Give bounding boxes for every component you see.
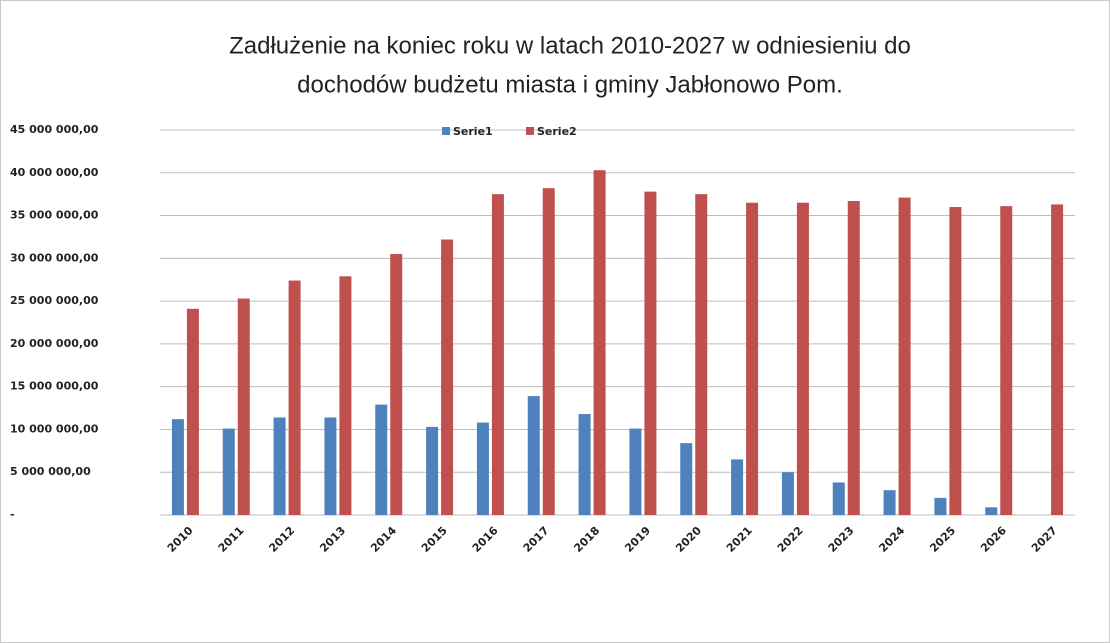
bar (339, 276, 352, 515)
y-tick-label: 30 000 000,00 (10, 251, 99, 264)
bar (629, 428, 642, 515)
legend-label: Serie1 (453, 125, 493, 138)
bar (781, 472, 794, 515)
bar (1000, 206, 1013, 515)
bar (832, 482, 845, 515)
y-tick-label: 40 000 000,00 (10, 166, 99, 179)
legend-swatch (442, 127, 450, 135)
y-tick-label: 35 000 000,00 (10, 209, 99, 222)
bar (985, 507, 998, 515)
y-tick-label: 5 000 000,00 (10, 465, 91, 478)
bar (542, 188, 555, 515)
bar (593, 170, 606, 515)
bar (426, 426, 439, 515)
y-tick-label: 15 000 000,00 (10, 380, 99, 393)
bar (237, 298, 250, 515)
bar (644, 191, 657, 515)
bar (680, 443, 693, 515)
legend-swatch (526, 127, 534, 135)
bar (375, 404, 388, 515)
bar (171, 419, 184, 515)
bar (491, 194, 504, 515)
bar (746, 202, 759, 515)
y-tick-label: 20 000 000,00 (10, 337, 99, 350)
legend-label: Serie2 (537, 125, 577, 138)
bar (898, 197, 911, 516)
bar (476, 422, 489, 515)
chart-title: dochodów budżetu miasta i gminy Jabłonow… (297, 71, 843, 98)
bar (390, 254, 403, 516)
bar (288, 280, 301, 515)
bar (883, 490, 896, 515)
bar (578, 414, 591, 515)
y-tick-label: 10 000 000,00 (10, 422, 99, 435)
bar (695, 194, 708, 515)
bar (186, 308, 199, 515)
bar (527, 396, 540, 515)
y-tick-label: 25 000 000,00 (10, 294, 99, 307)
bar (1051, 204, 1064, 515)
bar (796, 202, 809, 515)
bar (441, 239, 454, 515)
bar (324, 417, 337, 515)
chart-title: Zadłużenie na koniec roku w latach 2010-… (229, 32, 911, 59)
bar (222, 428, 235, 515)
y-tick-label: 45 000 000,00 (10, 123, 99, 136)
bar (949, 207, 962, 515)
bar (731, 459, 744, 515)
bar (273, 417, 286, 515)
bar (934, 497, 947, 515)
y-tick-label: - (10, 508, 15, 521)
bar (847, 201, 860, 515)
